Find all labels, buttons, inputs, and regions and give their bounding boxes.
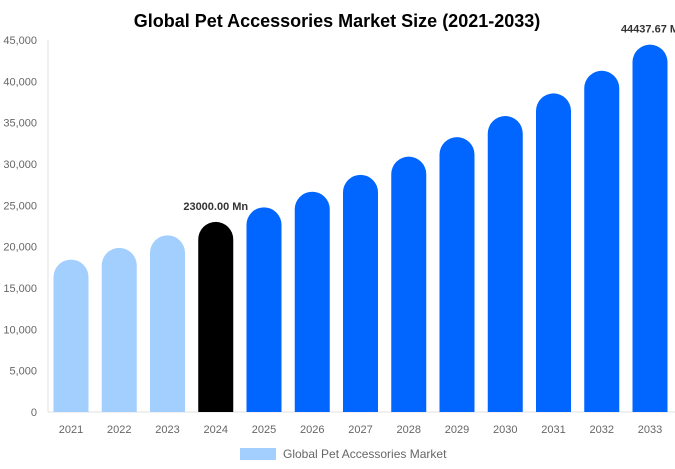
bar-2025[interactable] bbox=[246, 207, 282, 412]
y-tick-label: 5,000 bbox=[9, 366, 37, 378]
bar-2022[interactable] bbox=[101, 247, 137, 412]
x-tick-label: 2024 bbox=[204, 424, 228, 436]
bar-2023[interactable] bbox=[150, 235, 185, 412]
x-tick-label: 2026 bbox=[300, 424, 324, 436]
bar-2030[interactable] bbox=[487, 116, 523, 412]
bar-2031[interactable] bbox=[536, 93, 571, 413]
bar-2029[interactable] bbox=[439, 137, 475, 412]
x-tick-label: 2023 bbox=[155, 424, 179, 436]
y-tick-label: 30,000 bbox=[3, 159, 37, 171]
bar-2032[interactable] bbox=[584, 70, 620, 412]
bar-2027[interactable] bbox=[343, 174, 378, 412]
x-tick-label: 2025 bbox=[252, 424, 276, 436]
x-tick-label: 2030 bbox=[493, 424, 517, 436]
y-tick-label: 35,000 bbox=[3, 118, 37, 130]
y-tick-label: 40,000 bbox=[3, 76, 37, 88]
bar-2024[interactable] bbox=[198, 221, 234, 412]
bar-2028[interactable] bbox=[391, 156, 427, 412]
bar-2033[interactable] bbox=[632, 44, 668, 413]
y-tick-label: 15,000 bbox=[3, 283, 37, 295]
data-label-2024: 23000.00 Mn bbox=[183, 201, 248, 213]
y-tick-label: 25,000 bbox=[3, 200, 37, 212]
x-tick-label: 2021 bbox=[59, 424, 83, 436]
x-tick-label: 2028 bbox=[397, 424, 421, 436]
chart-title: Global Pet Accessories Market Size (2021… bbox=[134, 11, 541, 31]
y-tick-label: 20,000 bbox=[3, 242, 37, 254]
legend[interactable]: Global Pet Accessories Market bbox=[240, 447, 447, 461]
x-tick-label: 2031 bbox=[541, 424, 565, 436]
x-tick-label: 2022 bbox=[107, 424, 131, 436]
data-label-2033: 44437.67 M bbox=[621, 24, 675, 36]
y-tick-label: 10,000 bbox=[3, 324, 37, 336]
legend-swatch bbox=[240, 448, 276, 460]
legend-label: Global Pet Accessories Market bbox=[283, 447, 447, 461]
x-tick-label: 2033 bbox=[638, 424, 662, 436]
y-tick-label: 0 bbox=[31, 407, 37, 419]
x-tick-label: 2032 bbox=[590, 424, 614, 436]
x-tick-label: 2029 bbox=[445, 424, 469, 436]
bar-2026[interactable] bbox=[294, 191, 330, 412]
y-tick-label: 45,000 bbox=[3, 35, 37, 47]
bar-2021[interactable] bbox=[53, 259, 89, 412]
x-tick-label: 2027 bbox=[348, 424, 372, 436]
